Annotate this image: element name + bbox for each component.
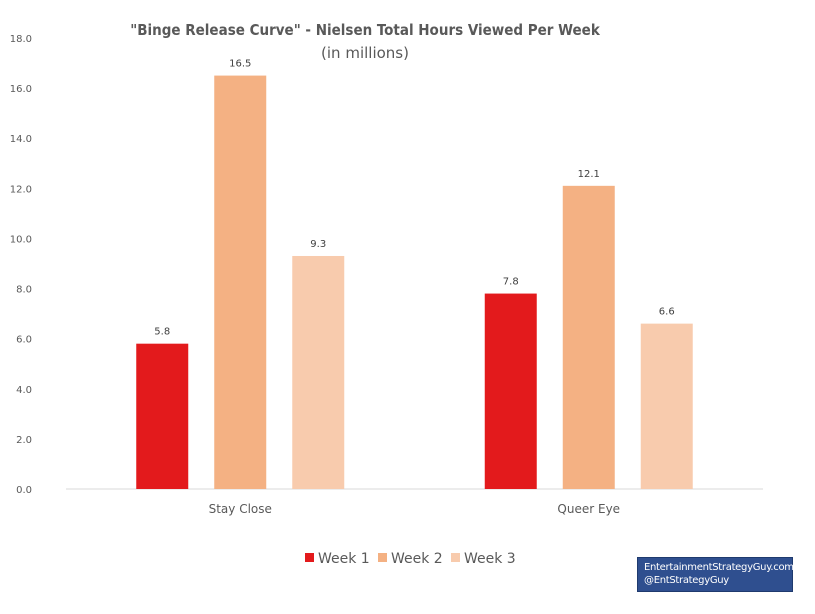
bar-week-3 (640, 323, 693, 489)
bar-week-1 (484, 293, 537, 489)
data-labels-group: 5.8 16.5 9.3 7.8 12.1 6.6 (154, 59, 674, 338)
data-label: 5.8 (154, 327, 170, 338)
y-tick-label: 12.0 (10, 184, 32, 195)
data-label: 7.8 (503, 277, 519, 288)
y-tick-label: 0.0 (16, 485, 32, 496)
bar-week-2 (214, 75, 267, 489)
data-label: 12.1 (578, 169, 600, 180)
data-label: 9.3 (310, 239, 326, 250)
legend-label: Week 3 (464, 551, 516, 567)
y-tick-label: 10.0 (10, 234, 32, 245)
y-tick-label: 16.0 (10, 84, 32, 95)
legend-swatch (451, 553, 460, 562)
legend-label: Week 1 (318, 551, 370, 567)
bars-group (136, 75, 693, 490)
data-label: 6.6 (659, 307, 675, 318)
chart-subtitle: (in millions) (321, 44, 409, 62)
y-tick-label: 4.0 (16, 385, 32, 396)
chart-title: "Binge Release Curve" - Nielsen Total Ho… (130, 21, 601, 39)
y-tick-label: 2.0 (16, 435, 32, 446)
y-tick-label: 18.0 (10, 34, 32, 45)
legend-label: Week 2 (391, 551, 443, 567)
y-tick-label: 14.0 (10, 134, 32, 145)
category-label: Stay Close (209, 502, 272, 516)
legend-swatch (378, 553, 387, 562)
bar-week-2 (562, 185, 615, 490)
credit-website: EntertainmentStrategyGuy.com (644, 562, 794, 573)
bar-week-3 (292, 255, 345, 489)
bar-week-1 (136, 343, 189, 489)
legend-swatch (305, 553, 314, 562)
credit-handle: @EntStrategyGuy (644, 575, 729, 586)
legend: Week 1 Week 2 Week 3 (305, 551, 516, 567)
credit-box: EntertainmentStrategyGuy.com @EntStrateg… (637, 557, 794, 592)
y-axis: 0.0 2.0 4.0 6.0 8.0 10.0 12.0 14.0 16.0 18.0 (10, 34, 32, 496)
y-tick-label: 6.0 (16, 335, 32, 346)
y-tick-label: 8.0 (16, 285, 32, 296)
category-labels: Stay Close Queer Eye (209, 502, 620, 516)
data-label: 16.5 (229, 59, 251, 70)
category-label: Queer Eye (557, 502, 620, 516)
